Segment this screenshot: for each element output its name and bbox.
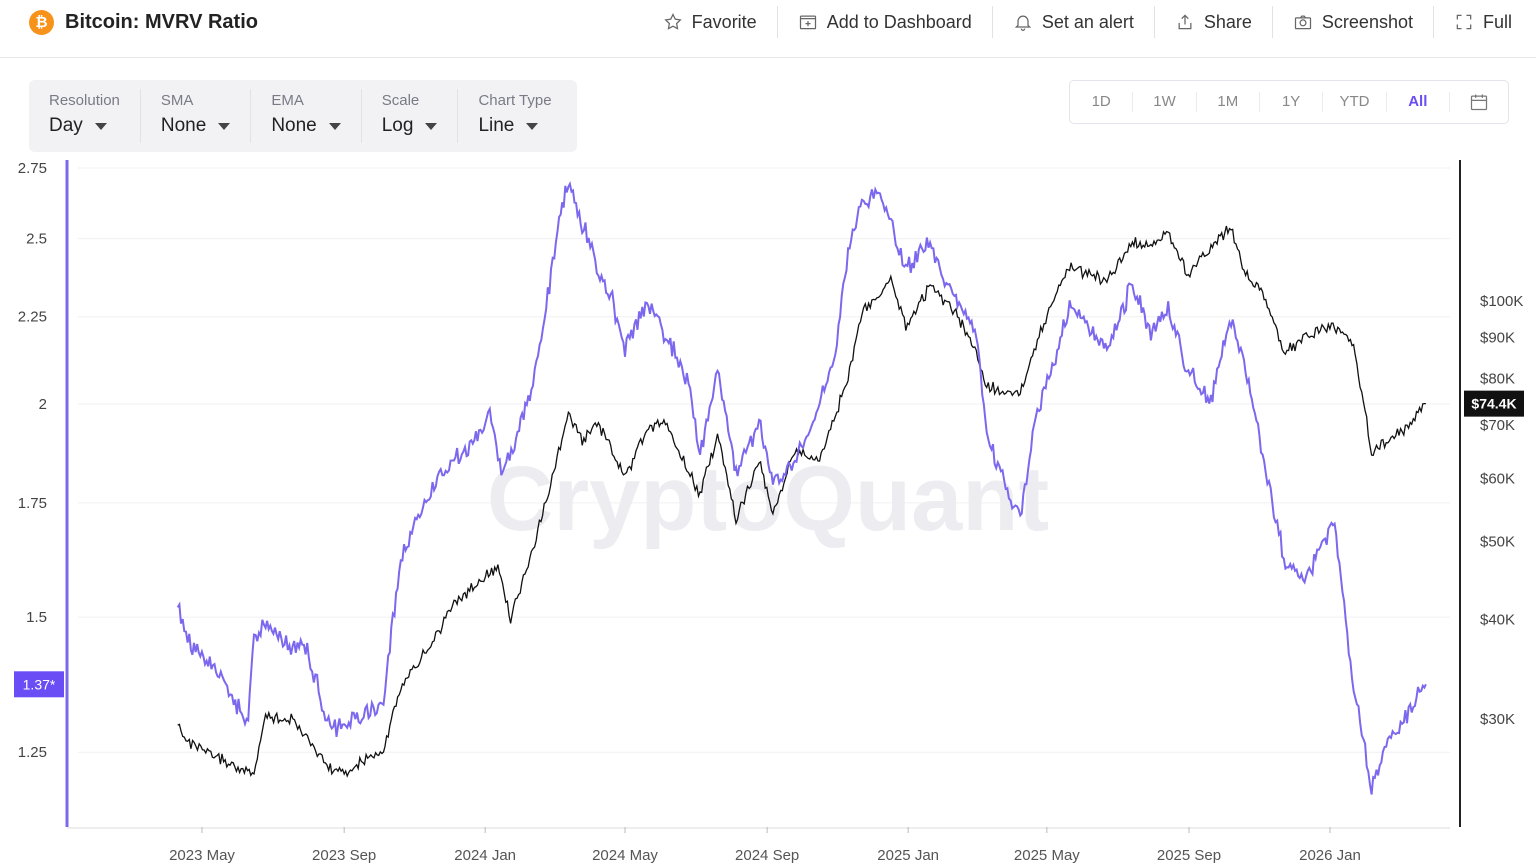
y-left-tick-label: 2.5 xyxy=(26,231,47,248)
fullscreen-button[interactable]: Full xyxy=(1434,6,1512,38)
share-button[interactable]: Share xyxy=(1155,6,1273,38)
y-left-tick-label: 1.5 xyxy=(26,609,47,626)
y-left-tick-label: 2.25 xyxy=(18,309,47,326)
ema-value: None xyxy=(271,115,317,136)
screenshot-button[interactable]: Screenshot xyxy=(1273,6,1434,38)
sma-select[interactable]: SMA None xyxy=(141,89,252,143)
fullscreen-icon xyxy=(1456,14,1472,30)
range-all-button[interactable]: All xyxy=(1387,92,1450,112)
x-tick-label: 2024 Sep xyxy=(735,847,799,864)
y-left-tick-label: 1.75 xyxy=(18,495,47,512)
range-ytd-button[interactable]: YTD xyxy=(1323,92,1387,112)
add-to-dashboard-label: Add to Dashboard xyxy=(826,11,972,32)
y-left-tick-label: 2 xyxy=(39,396,47,413)
share-icon xyxy=(1178,14,1192,30)
chevron-down-icon xyxy=(328,122,341,130)
resolution-value: Day xyxy=(49,115,83,136)
range-1w-button[interactable]: 1W xyxy=(1133,92,1197,112)
x-tick-label: 2026 Jan xyxy=(1299,847,1361,864)
star-icon xyxy=(663,13,682,30)
range-1y-button[interactable]: 1Y xyxy=(1260,92,1324,112)
y-right-tick-label: $80K xyxy=(1480,370,1515,387)
dashboard-add-icon xyxy=(799,15,816,30)
header-actions: Favorite Add to Dashboard Set an alert S… xyxy=(643,0,1512,44)
scale-value: Log xyxy=(381,115,414,136)
bell-icon xyxy=(1014,15,1031,31)
x-tick-label: 2025 May xyxy=(1014,847,1080,864)
y-right-tick-label: $70K xyxy=(1480,417,1515,434)
y-right-tick-label: $60K xyxy=(1480,470,1515,487)
fullscreen-label: Full xyxy=(1482,11,1512,32)
chevron-down-icon xyxy=(94,122,107,130)
set-alert-button[interactable]: Set an alert xyxy=(993,6,1155,38)
share-label: Share xyxy=(1203,11,1252,32)
y-right-tick-label: $90K xyxy=(1480,329,1515,346)
x-tick-label: 2024 May xyxy=(592,847,658,864)
x-tick-label: 2023 May xyxy=(169,847,235,864)
current-mvrv-marker: 1.37* xyxy=(14,671,64,698)
ema-label: EMA xyxy=(271,92,304,109)
x-tick-label: 2025 Jan xyxy=(877,847,939,864)
x-tick-label: 2023 Sep xyxy=(312,847,376,864)
scale-label: Scale xyxy=(381,92,420,109)
y-right-tick-label: $50K xyxy=(1480,534,1515,551)
bitcoin-logo-icon: ₿ xyxy=(29,10,54,35)
chart-type-label: Chart Type xyxy=(478,92,552,109)
resolution-select[interactable]: Resolution Day xyxy=(29,89,141,143)
chart-type-select[interactable]: Chart Type Line xyxy=(458,89,571,143)
calendar-button[interactable] xyxy=(1450,92,1508,112)
set-alert-label: Set an alert xyxy=(1041,11,1134,32)
left-axis-labels: 2.75 2.5 2.25 2 1.75 1.5 1.25 xyxy=(18,160,47,761)
ema-select[interactable]: EMA None xyxy=(251,89,362,143)
scale-select[interactable]: Scale Log xyxy=(362,89,459,143)
current-price-marker: $74.4K xyxy=(1464,390,1524,417)
right-axis-labels: $100K $90K $80K $70K $60K $50K $40K $30K xyxy=(1480,293,1523,728)
favorite-button[interactable]: Favorite xyxy=(643,6,778,38)
range-selector: 1D 1W 1M 1Y YTD All xyxy=(1069,80,1509,124)
add-to-dashboard-button[interactable]: Add to Dashboard xyxy=(778,6,993,38)
calendar-icon xyxy=(1470,94,1488,111)
x-axis-labels: 2023 May 2023 Sep 2024 Jan 2024 May 2024 Sep… xyxy=(169,827,1361,864)
y-right-tick-label: $40K xyxy=(1480,611,1515,628)
screenshot-label: Screenshot xyxy=(1321,11,1413,32)
sma-label: SMA xyxy=(160,92,194,109)
y-left-tick-label: 1.25 xyxy=(18,744,47,761)
range-1d-button[interactable]: 1D xyxy=(1070,92,1134,112)
chart-grid xyxy=(78,167,1450,753)
chart-type-value: Line xyxy=(478,115,515,136)
chevron-down-icon xyxy=(425,122,438,130)
chevron-down-icon xyxy=(218,122,231,130)
page-title: Bitcoin: MVRV Ratio xyxy=(65,11,258,33)
y-right-tick-label: $30K xyxy=(1480,711,1515,728)
top-bar: ₿ Bitcoin: MVRV Ratio Favorite Add to Da… xyxy=(0,0,1536,58)
current-price-label: $74.4K xyxy=(1471,396,1516,412)
current-mvrv-label: 1.37* xyxy=(23,676,56,692)
x-tick-label: 2025 Sep xyxy=(1157,847,1221,864)
resolution-label: Resolution xyxy=(49,92,120,109)
chart-controls: Resolution Day SMA None EMA None Scale L… xyxy=(29,80,577,152)
chevron-down-icon xyxy=(526,122,539,130)
camera-icon xyxy=(1294,15,1312,30)
mvrv-line xyxy=(176,181,1427,795)
favorite-label: Favorite xyxy=(691,11,757,32)
range-1m-button[interactable]: 1M xyxy=(1197,92,1260,112)
y-left-tick-label: 2.75 xyxy=(18,160,47,177)
sma-value: None xyxy=(160,115,207,136)
price-line xyxy=(177,225,1426,778)
y-right-tick-label: $100K xyxy=(1480,293,1523,310)
x-tick-label: 2024 Jan xyxy=(454,847,516,864)
